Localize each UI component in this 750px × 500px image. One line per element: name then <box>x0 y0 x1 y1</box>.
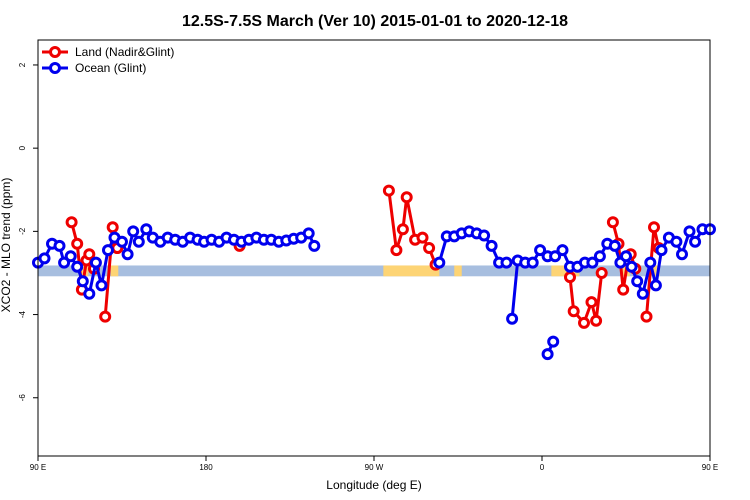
series-1-point-0-17 <box>140 223 153 236</box>
series-0-point-5-3 <box>585 296 598 309</box>
x-tick-label-1: 180 <box>199 463 213 472</box>
legend-label-land: Land (Nadir&Glint) <box>75 45 174 59</box>
series-1-point-0-1 <box>38 252 51 265</box>
series-1-point-3-0 <box>541 348 554 361</box>
series-1 <box>32 223 716 361</box>
series-1-point-0-40 <box>308 239 321 252</box>
band-land-1 <box>551 265 580 277</box>
series-1-point-2-12 <box>593 250 606 263</box>
x-axis-label: Longitude (deg E) <box>326 478 421 492</box>
series-1-point-2-16 <box>620 250 632 263</box>
series-1-point-0-14 <box>121 248 134 261</box>
series-0-point-5-4 <box>590 314 603 327</box>
series-1-point-2-21 <box>649 279 662 292</box>
legend: Land (Nadir&Glint) Ocean (Glint) <box>42 45 174 75</box>
legend-marker-land <box>49 46 61 58</box>
series-1-point-0-8 <box>83 287 96 300</box>
series-1-point-0-16 <box>132 235 145 248</box>
series-1-point-0-7 <box>76 275 89 288</box>
series-1-point-2-22 <box>655 244 668 257</box>
series-1-point-0-5 <box>64 250 77 263</box>
series-1-point-0-10 <box>95 279 108 292</box>
series-1-point-0-11 <box>102 244 114 257</box>
series-0-point-0-4 <box>83 248 96 261</box>
x-tick-label-0: 90 E <box>30 463 46 472</box>
series-1-point-2-19 <box>636 287 649 300</box>
series-0-point-7-0 <box>640 310 653 323</box>
series-1-point-2-20 <box>644 256 657 269</box>
legend-marker-ocean <box>49 62 61 74</box>
series-1-point-1-6 <box>478 229 491 242</box>
series-1-point-2-6 <box>549 250 562 263</box>
series-1-point-2-18 <box>631 275 644 288</box>
band-land-0 <box>383 265 440 277</box>
series-1-point-0-3 <box>53 239 66 252</box>
series-0-point-4-6 <box>423 242 436 254</box>
x-tick-label-2: 90 W <box>365 463 384 472</box>
series-1-point-0-13 <box>116 235 128 248</box>
x-tick-label-3: 0 <box>540 463 545 472</box>
series-1-point-1-9 <box>500 256 513 269</box>
series-1-point-0-9 <box>89 256 102 269</box>
y-tick-label-4: -6 <box>18 394 27 402</box>
series-1-point-2-17 <box>625 260 638 273</box>
series-0-point-6-0 <box>606 216 619 229</box>
series-0-point-6-2 <box>617 283 630 296</box>
series-1-point-2-24 <box>670 235 683 248</box>
legend-item-land: Land (Nadir&Glint) <box>42 45 174 59</box>
series-0-point-4-2 <box>396 223 409 236</box>
series-0-point-4-1 <box>390 244 403 257</box>
series-1-point-3-1 <box>547 335 560 348</box>
y-axis: 2 0 -2 -4 -6 <box>18 62 38 401</box>
series-0-point-0-0 <box>65 216 78 229</box>
legend-label-ocean: Ocean (Glint) <box>75 61 146 75</box>
series-1-point-2-3 <box>526 256 539 269</box>
y-axis-label: XCO2 - MLO trend (ppm) <box>0 178 13 313</box>
series-0-point-4-0 <box>382 184 395 197</box>
series-1-point-2-25 <box>676 248 688 261</box>
series-1-point-2-26 <box>683 225 696 238</box>
series-1-point-2-11 <box>586 256 599 269</box>
chart-title: 12.5S-7.5S March (Ver 10) 2015-01-01 to … <box>182 13 568 30</box>
band-land-6 <box>652 265 660 277</box>
y-tick-label-0: 2 <box>18 62 27 67</box>
series-1-point-0-39 <box>302 227 315 240</box>
series-1-point-2-4 <box>534 244 547 257</box>
series-0-point-5-2 <box>578 316 590 329</box>
series-0-point-5-1 <box>567 305 580 318</box>
band-land-3 <box>110 265 119 277</box>
series-1-point-0-6 <box>71 260 84 273</box>
series-0-point-7-1 <box>648 221 660 234</box>
series-0-point-5-5 <box>595 267 608 279</box>
series-layer <box>32 184 716 361</box>
x-axis: 90 E 180 90 W 0 90 E <box>30 456 718 472</box>
series-1-point-1-7 <box>485 239 498 252</box>
series-1-point-2-14 <box>608 239 621 252</box>
series-0-point-1-0 <box>99 310 112 323</box>
series-1-point-2-0 <box>506 312 519 325</box>
series-0 <box>65 184 665 329</box>
series-0-point-5-0 <box>564 271 576 284</box>
band-ocean <box>38 265 710 277</box>
series-1-point-2-27 <box>689 235 702 248</box>
y-tick-label-1: 0 <box>18 145 27 150</box>
legend-item-ocean: Ocean (Glint) <box>42 61 146 75</box>
series-0-point-0-1 <box>71 237 84 250</box>
series-1-point-0-15 <box>127 225 140 238</box>
series-1-point-1-0 <box>433 256 446 269</box>
series-0-point-4-5 <box>416 231 429 244</box>
y-tick-label-3: -4 <box>18 310 27 318</box>
surface-band <box>38 265 710 277</box>
series-0-point-1-1 <box>106 221 119 234</box>
series-1-point-2-7 <box>556 244 569 257</box>
x-tick-label-4: 90 E <box>702 463 718 472</box>
y-tick-label-2: -2 <box>18 227 27 235</box>
band-land-4 <box>454 265 462 277</box>
series-0-point-4-3 <box>400 191 413 204</box>
